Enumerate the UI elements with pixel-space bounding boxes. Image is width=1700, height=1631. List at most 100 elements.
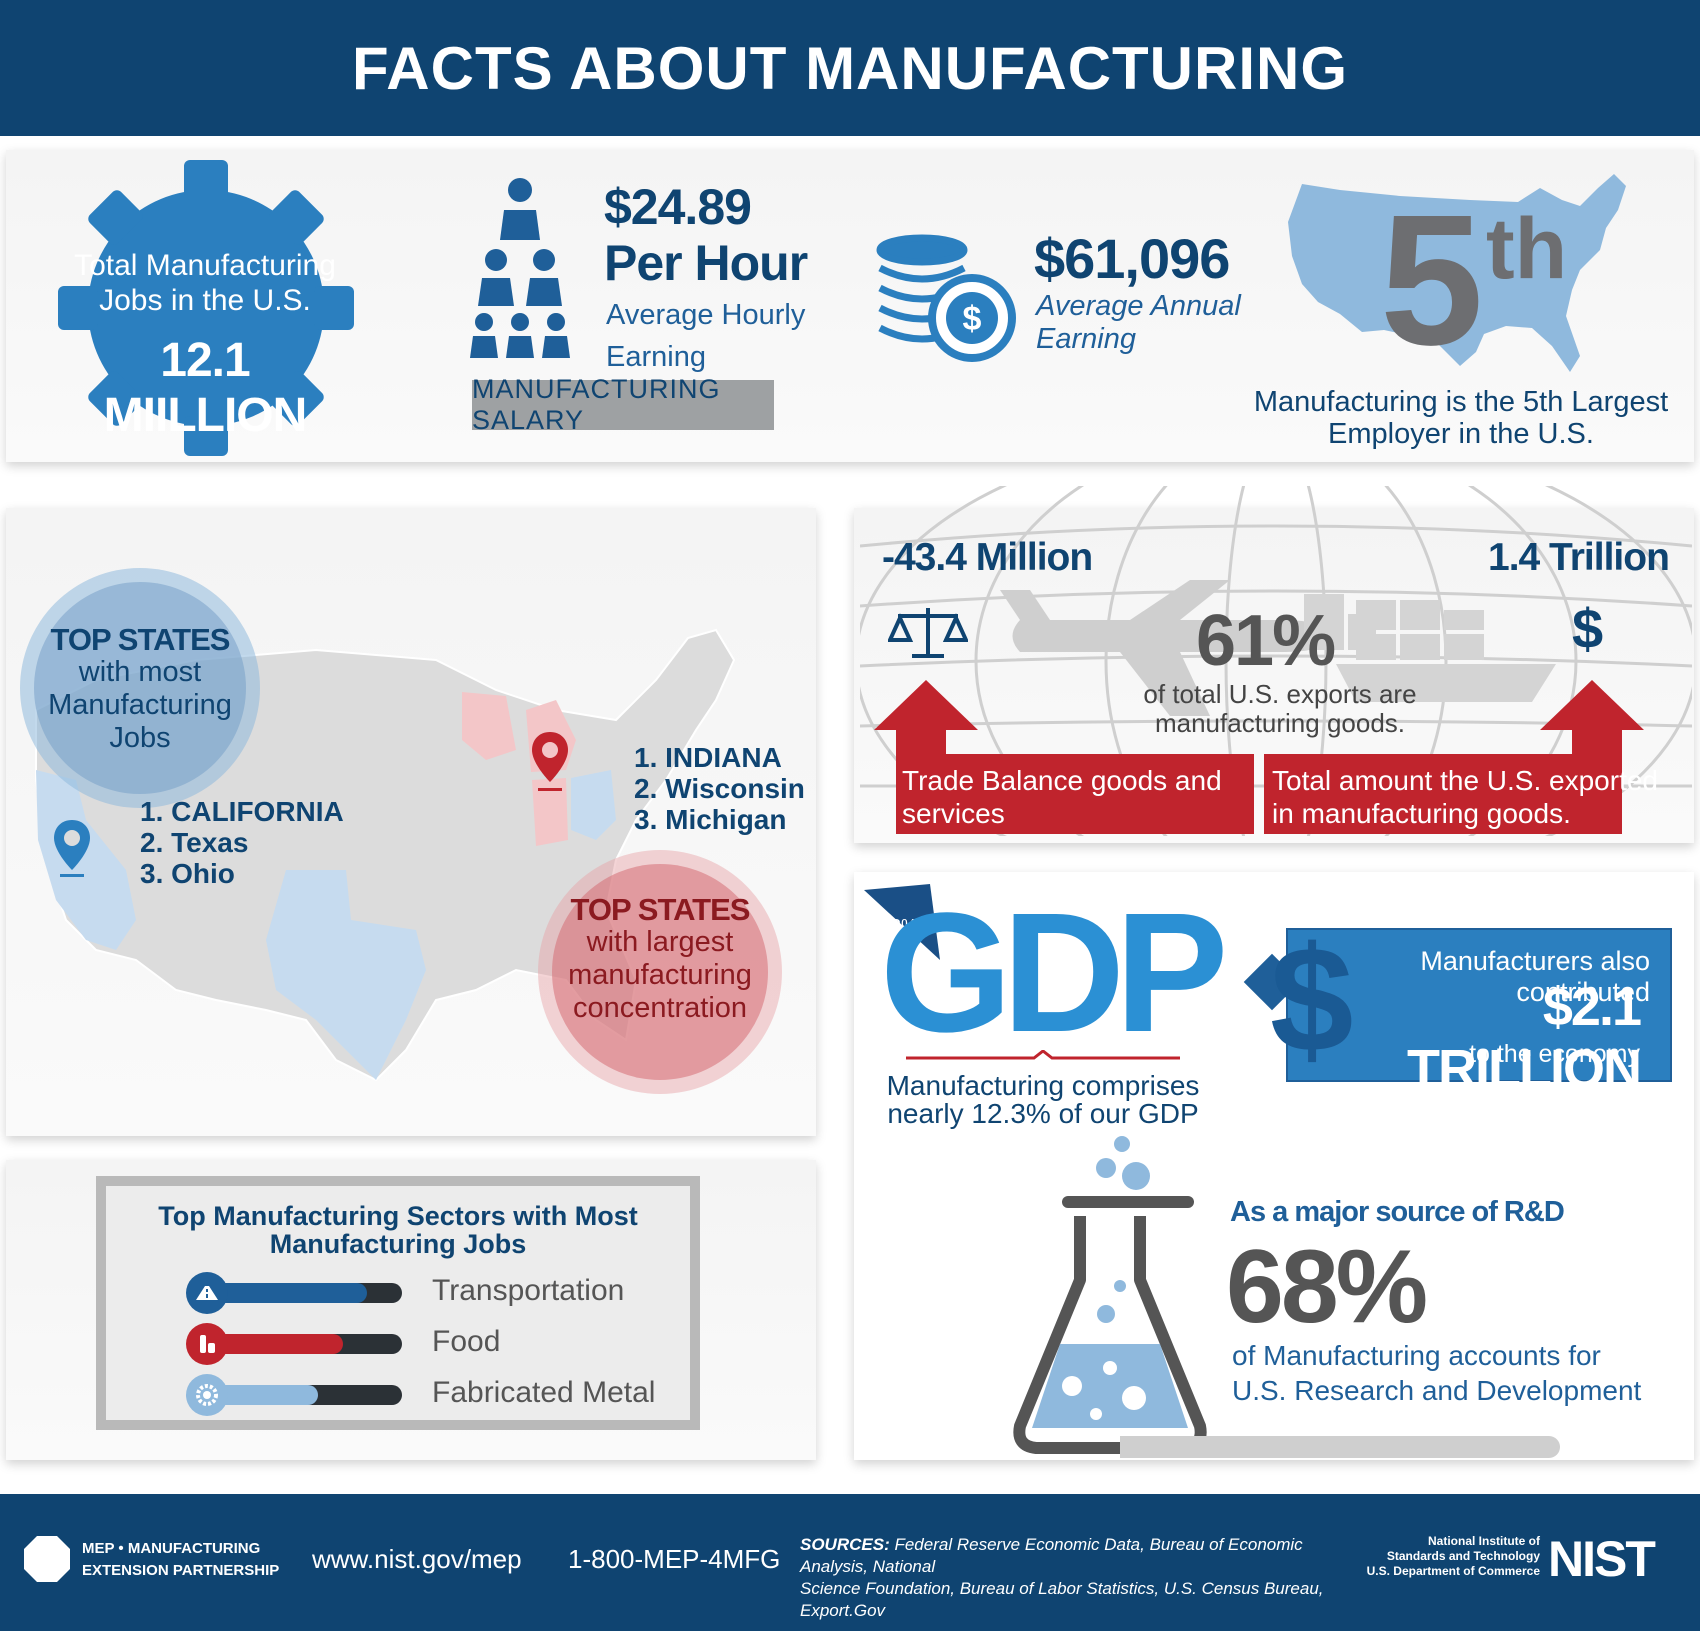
contrib-dollar-icon: $ bbox=[1270, 915, 1354, 1083]
most-jobs-item-2: 2. Texas bbox=[140, 827, 249, 858]
most-jobs-item-3: 3. Ohio bbox=[140, 858, 235, 889]
website-link[interactable]: www.nist.gov/mep bbox=[312, 1544, 522, 1574]
most-jobs-list: 1. CALIFORNIA 2. Texas 3. Ohio bbox=[140, 796, 344, 889]
trade-balance-label: Trade Balance goods and services bbox=[902, 764, 1222, 830]
rnd-percent: 68% bbox=[1226, 1229, 1428, 1345]
most-jobs-circle bbox=[34, 582, 246, 794]
export-percent-desc: of total U.S. exports are manufacturing … bbox=[1120, 680, 1440, 738]
sources-text: SOURCES: Federal Reserve Economic Data, … bbox=[800, 1534, 1360, 1622]
flask-icon bbox=[1013, 1136, 1207, 1454]
trade-balance-label-line2: services bbox=[902, 798, 1005, 829]
salary-badge: MANUFACTURING SALARY bbox=[472, 374, 774, 435]
nist-org-name: National Institute of Standards and Tech… bbox=[1360, 1534, 1540, 1579]
california-shape bbox=[36, 770, 136, 950]
most-jobs-sub: with most Manufacturing Jobs bbox=[34, 656, 246, 755]
export-percent-desc-line1: of total U.S. exports are bbox=[1143, 679, 1417, 709]
exported-label: Total amount the U.S. exported in manufa… bbox=[1272, 764, 1658, 830]
crane-icon bbox=[1304, 594, 1376, 650]
mep-org-name: MEP • MANUFACTURING EXTENSION PARTNERSHI… bbox=[82, 1538, 279, 1582]
sources-label: SOURCES: bbox=[800, 1535, 890, 1554]
airplane-icon bbox=[1000, 580, 1330, 716]
pie-slice-icon bbox=[864, 884, 940, 960]
octagon-logo-icon bbox=[24, 1536, 70, 1582]
wisconsin-shape bbox=[462, 692, 516, 760]
nist-line2: Standards and Technology bbox=[1386, 1549, 1540, 1563]
annual-desc-line1: Average Annual bbox=[1036, 290, 1241, 322]
worker-icon bbox=[470, 178, 570, 358]
most-jobs-sub-line2: Manufacturing bbox=[48, 689, 232, 721]
scale-icon bbox=[888, 608, 968, 658]
gdp-word: GDP bbox=[880, 878, 1228, 1068]
sector-bar-fill-food bbox=[206, 1334, 344, 1354]
dollar-coin-icon: $ bbox=[928, 274, 1016, 362]
sources-line1: Federal Reserve Economic Data, Bureau of… bbox=[800, 1535, 1303, 1576]
contrib-line3: to the economy bbox=[1469, 1040, 1640, 1068]
svg-text:$: $ bbox=[963, 300, 982, 338]
concentration-item-2: 2. Wisconsin bbox=[634, 773, 805, 804]
most-jobs-sub-line3: Jobs bbox=[109, 722, 171, 754]
coin-stack-icon: $ bbox=[876, 234, 1016, 362]
concentration-list: 1. INDIANA 2. Wisconsin 3. Michigan bbox=[634, 742, 805, 835]
most-jobs-heading: TOP STATES bbox=[50, 622, 231, 657]
concentration-item-3: 3. Michigan bbox=[634, 804, 787, 835]
sector-bar-fill-fabricated-metal bbox=[206, 1385, 318, 1405]
export-percent-desc-line2: manufacturing goods. bbox=[1154, 708, 1406, 738]
mep-org-line1: MEP • MANUFACTURING bbox=[82, 1540, 261, 1557]
concentration-heading: TOP STATES bbox=[570, 892, 751, 927]
jobs-label-line2: Jobs in the U.S. bbox=[99, 284, 311, 317]
sector-label-fabricated-metal: Fabricated Metal bbox=[432, 1376, 656, 1409]
nist-line1: National Institute of bbox=[1428, 1534, 1540, 1548]
most-jobs-item-1: 1. CALIFORNIA bbox=[140, 796, 344, 827]
header-bar: FACTS ABOUT MANUFACTURING bbox=[0, 0, 1700, 136]
sector-bar-track-food bbox=[206, 1334, 402, 1354]
texas-shape bbox=[266, 870, 426, 1080]
sectors-title: Top Manufacturing Sectors with Most Manu… bbox=[106, 1202, 690, 1258]
sector-bar-track-transportation bbox=[206, 1283, 402, 1303]
sector-label-transportation: Transportation bbox=[432, 1274, 625, 1307]
sector-bar-track-fabricated-metal bbox=[206, 1385, 402, 1405]
rank-desc-line1: Manufacturing is the 5th Largest bbox=[1253, 386, 1669, 418]
trade-arrows bbox=[874, 680, 1644, 834]
gdp-desc: Manufacturing comprises nearly 12.3% of … bbox=[880, 1072, 1206, 1128]
concentration-sub-line1: with largest bbox=[586, 926, 734, 958]
indiana-shape bbox=[532, 778, 568, 846]
sector-label-food: Food bbox=[432, 1325, 501, 1358]
rank-desc: Manufacturing is the 5th Largest Employe… bbox=[1236, 386, 1686, 450]
sources-line2: Science Foundation, Bureau of Labor Stat… bbox=[800, 1579, 1324, 1620]
gear-small-icon bbox=[186, 1374, 228, 1416]
gdp-underline bbox=[906, 1050, 1180, 1060]
exported-label-line2: in manufacturing goods. bbox=[1272, 798, 1571, 829]
rnd-desc: of Manufacturing accounts for U.S. Resea… bbox=[1232, 1338, 1641, 1408]
phone-number[interactable]: 1-800-MEP-4MFG bbox=[568, 1544, 781, 1574]
rank-suffix: th bbox=[1486, 201, 1568, 297]
per-hour-label: Per Hour bbox=[604, 235, 808, 291]
nist-line3: U.S. Department of Commerce bbox=[1366, 1564, 1540, 1578]
rnd-desc-line2: U.S. Research and Development bbox=[1232, 1375, 1642, 1406]
contrib-value: $2.1 TRILLION bbox=[1407, 977, 1642, 1099]
concentration-sub: with largest manufacturing concentration bbox=[552, 926, 768, 1025]
flask-shadow bbox=[1120, 1436, 1560, 1458]
rank-number: 5 bbox=[1380, 177, 1483, 384]
concentration-circle bbox=[552, 864, 768, 1080]
trade-balance-label-line1: Trade Balance goods and bbox=[902, 765, 1222, 796]
hourly-desc-line1: Average Hourly bbox=[606, 299, 806, 331]
hourly-wage: $24.89 bbox=[604, 179, 752, 235]
contrib-box bbox=[1286, 928, 1672, 1082]
mep-org-line2: EXTENSION PARTNERSHIP bbox=[82, 1562, 280, 1579]
location-pin-icon bbox=[54, 820, 90, 877]
concentration-sub-line3: concentration bbox=[572, 992, 748, 1024]
sector-bar-fill-transportation bbox=[206, 1283, 367, 1303]
sector-bars: Transportation Food Fabricated Metal bbox=[186, 1270, 686, 1420]
gdp-desc-line2: nearly 12.3% of our GDP bbox=[887, 1098, 1199, 1129]
bottle-icon bbox=[186, 1323, 228, 1365]
annual-desc-line2: Earning bbox=[1036, 323, 1136, 355]
annual-desc: Average Annual Earning bbox=[1036, 290, 1241, 356]
page-title: FACTS ABOUT MANUFACTURING bbox=[351, 34, 1349, 102]
hourly-desc-line2: Earning bbox=[606, 341, 706, 373]
us-map-icon bbox=[1288, 174, 1626, 372]
ohio-shape bbox=[571, 770, 616, 840]
rank-desc-line2: Employer in the U.S. bbox=[1328, 418, 1594, 450]
annual-wage: $61,096 bbox=[1034, 227, 1230, 290]
exported-label-line1: Total amount the U.S. exported bbox=[1272, 765, 1658, 796]
exported-value: 1.4 Trillion bbox=[1488, 536, 1670, 579]
